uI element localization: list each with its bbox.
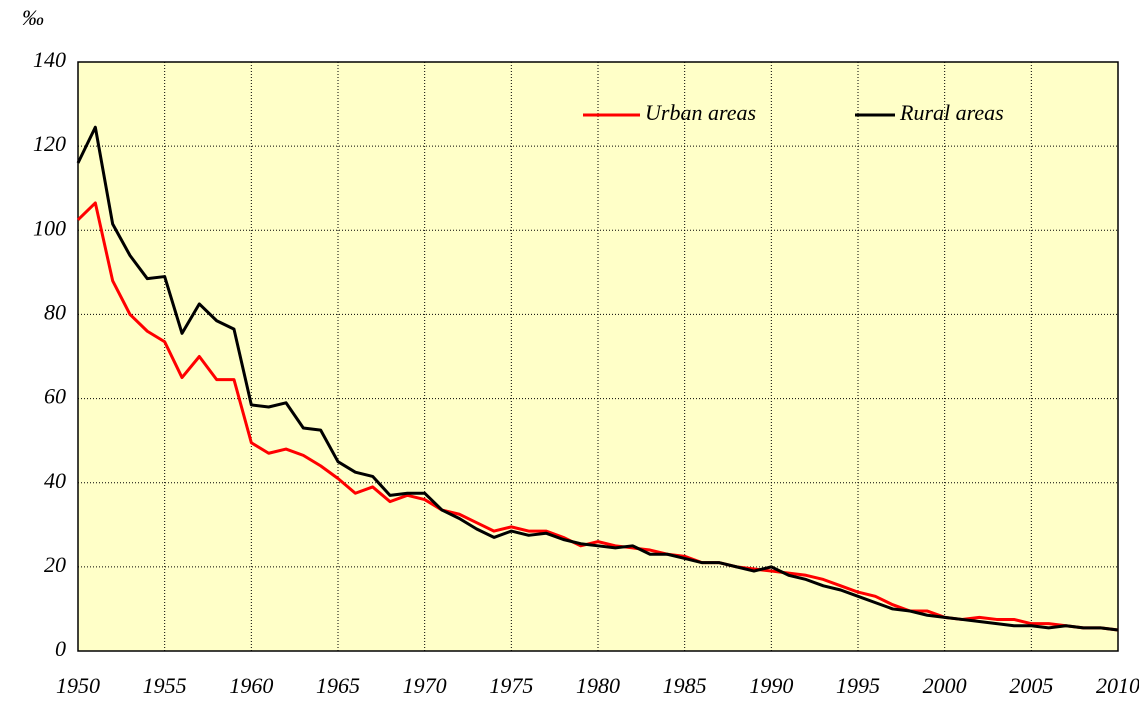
x-tick-label: 1985 (663, 673, 707, 698)
x-tick-label: 1950 (56, 673, 100, 698)
y-tick-label: 100 (33, 215, 66, 240)
data-line (76, 125, 1119, 632)
y-tick-label: 40 (44, 468, 66, 493)
y-tick-label: 20 (44, 552, 66, 577)
legend-label: Rural areas (899, 100, 1004, 125)
plot-frame (77, 61, 1119, 652)
x-tick-label: 1975 (489, 673, 533, 698)
x-tick-label: 1990 (749, 673, 793, 698)
y-tick-label: 80 (44, 299, 66, 324)
y-axis-label: ‰ (22, 5, 44, 30)
legend-label: Urban areas (645, 100, 756, 125)
x-tick-label: 2010 (1096, 673, 1139, 698)
x-tick-label: 1960 (229, 673, 273, 698)
x-tick-label: 1955 (143, 673, 187, 698)
y-tick-label: 120 (33, 131, 66, 156)
y-tick-label: 60 (44, 384, 66, 409)
x-tick-label: 1995 (836, 673, 880, 698)
y-tick-label: 0 (55, 636, 66, 661)
x-tick-label: 2000 (923, 673, 967, 698)
y-tick-label: 140 (33, 47, 66, 72)
x-tick-label: 1980 (576, 673, 620, 698)
x-tick-label: 1965 (316, 673, 360, 698)
x-tick-label: 1970 (403, 673, 447, 698)
x-tick-label: 2005 (1009, 673, 1053, 698)
